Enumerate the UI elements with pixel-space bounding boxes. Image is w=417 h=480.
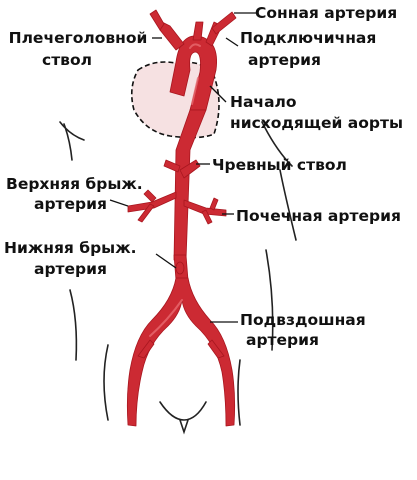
label-descending-aorta-line2: нисходящей аорты: [230, 114, 403, 132]
label-carotid-artery: Сонная артерия: [255, 4, 398, 22]
label-subclavian-artery-line2: артерия: [248, 51, 321, 69]
artery-tree: [126, 9, 237, 427]
label-superior-mesenteric-line2: артерия: [34, 195, 107, 213]
leader-lines: [109, 12, 256, 323]
label-inferior-mesenteric-line1: Нижняя брыж.: [4, 239, 137, 257]
label-brachiocephalic-trunk-line1: Плечеголовной: [8, 29, 148, 47]
label-iliac-artery-line1: Подвздошная: [240, 311, 366, 329]
body-outline: [59, 121, 297, 435]
label-renal-artery: Почечная артерия: [236, 207, 401, 225]
label-superior-mesenteric-line1: Верхняя брыж.: [6, 175, 143, 193]
label-subclavian-artery-line1: Подключичная: [240, 29, 377, 47]
artery-highlights: [149, 43, 201, 337]
label-inferior-mesenteric-line2: артерия: [34, 260, 107, 278]
label-celiac-trunk: Чревный ствол: [212, 156, 347, 174]
label-descending-aorta-line1: Начало: [230, 93, 297, 111]
label-iliac-artery-line2: артерия: [246, 331, 319, 349]
label-brachiocephalic-trunk-line2: ствол: [42, 51, 92, 69]
